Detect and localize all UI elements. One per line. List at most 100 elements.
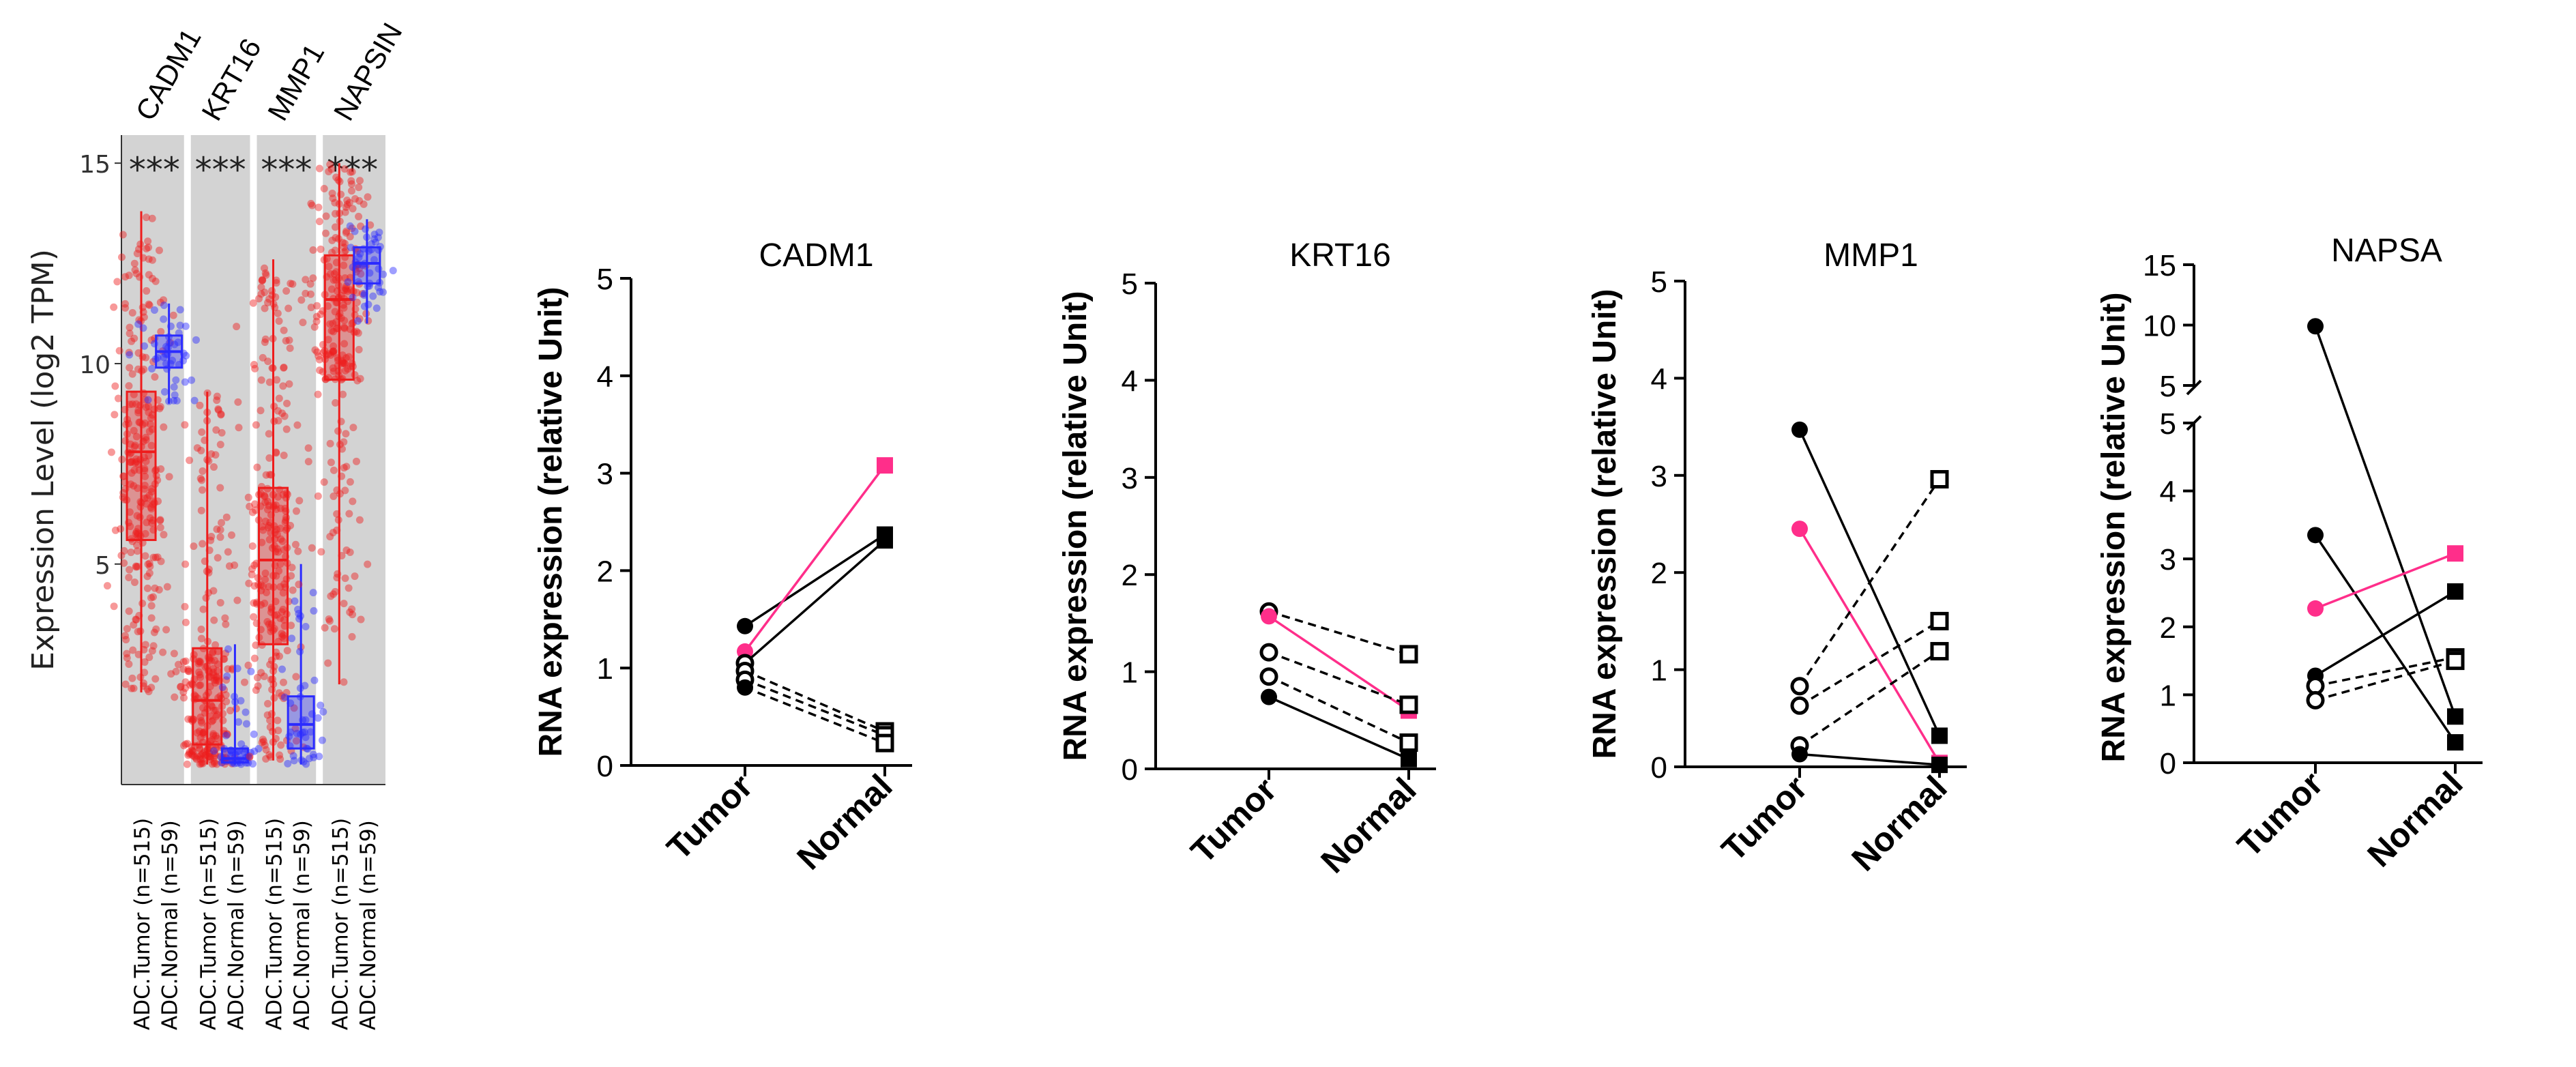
jitter-point (321, 624, 329, 632)
jitter-point (324, 302, 332, 310)
jitter-point (196, 401, 204, 409)
jitter-point (160, 353, 168, 362)
boxplot-panel-bg (257, 135, 317, 785)
jitter-point (339, 239, 347, 247)
jitter-point (160, 388, 169, 396)
box-body (220, 747, 249, 764)
jitter-point (331, 246, 339, 254)
jitter-point (133, 541, 141, 549)
jitter-point (248, 542, 257, 551)
jitter-point (196, 658, 204, 667)
jitter-point (141, 658, 149, 666)
jitter-point (184, 667, 192, 675)
jitter-point (126, 323, 134, 332)
jitter-point (247, 667, 255, 675)
group-label: ADC.Tumor (n=515) (328, 818, 353, 1030)
jitter-point (196, 752, 204, 760)
jitter-point (196, 671, 204, 679)
jitter-point (188, 376, 196, 384)
jitter-point (132, 455, 141, 463)
jitter-point (156, 405, 164, 413)
jitter-point (210, 676, 218, 684)
jitter-point (343, 201, 351, 209)
jitter-point (340, 287, 348, 295)
jitter-point (194, 658, 203, 666)
jitter-point (347, 177, 355, 185)
jitter-point (213, 760, 221, 768)
jitter-point (149, 642, 158, 650)
jitter-point (213, 667, 221, 675)
jitter-point (369, 292, 377, 300)
jitter-point (192, 755, 201, 763)
jitter-point (145, 688, 153, 696)
jitter-point (312, 312, 321, 321)
group-label: ADC.Normal (n=59) (158, 820, 183, 1030)
jitter-point (265, 522, 273, 530)
jitter-point (376, 288, 384, 296)
jitter-point (250, 599, 258, 607)
jitter-point (143, 494, 151, 502)
jitter-point (145, 301, 153, 309)
jitter-point (342, 284, 350, 293)
jitter-point (141, 419, 149, 427)
jitter-point (340, 600, 348, 608)
jitter-point (197, 717, 205, 725)
jitter-point (148, 519, 156, 527)
jitter-point (331, 199, 339, 207)
jitter-point (196, 474, 205, 482)
tumor-point (2307, 318, 2324, 335)
jitter-point (330, 342, 338, 350)
jitter-point (222, 697, 231, 705)
jitter-point (282, 425, 291, 433)
jitter-point (192, 754, 200, 762)
jitter-point (171, 391, 179, 399)
jitter-point (199, 540, 207, 548)
jitter-point (250, 361, 258, 369)
jitter-point (332, 233, 340, 242)
normal-point (1399, 695, 1418, 714)
jitter-point (147, 602, 156, 610)
jitter-point (121, 299, 129, 308)
jitter-point (130, 684, 138, 692)
jitter-point (347, 187, 355, 195)
jitter-point (295, 581, 303, 589)
jitter-point (341, 274, 349, 282)
axis-break-mark (2186, 379, 2202, 396)
jitter-point (251, 364, 259, 372)
jitter-point (351, 572, 359, 581)
jitter-point (216, 533, 224, 541)
jitter-point (213, 396, 221, 405)
jitter-point (329, 364, 337, 372)
jitter-point (140, 313, 148, 321)
jitter-point (326, 269, 334, 278)
jitter-point (121, 304, 130, 312)
jitter-point (160, 315, 168, 323)
jitter-point (167, 670, 175, 678)
jitter-point (261, 499, 269, 507)
jitter-point (179, 688, 188, 697)
jitter-point (340, 239, 349, 248)
jitter-point (357, 222, 365, 231)
jitter-point (353, 377, 362, 385)
jitter-point (156, 516, 164, 525)
jitter-point (364, 193, 372, 201)
jitter-point (347, 244, 355, 252)
jitter-point (130, 621, 138, 629)
tumor-point (737, 679, 753, 696)
jitter-point (330, 466, 338, 474)
jitter-point (197, 634, 205, 643)
jitter-point (313, 348, 321, 356)
jitter-point (332, 173, 340, 181)
jitter-point (346, 222, 354, 230)
jitter-point (326, 533, 334, 541)
jitter-point (240, 678, 248, 686)
jitter-point (134, 460, 143, 468)
jitter-point (284, 759, 292, 768)
jitter-point (313, 302, 321, 310)
jitter-point (125, 349, 133, 357)
jitter-point (330, 347, 338, 355)
jitter-point (266, 660, 274, 669)
jitter-point (110, 303, 118, 311)
jitter-point (148, 274, 156, 282)
jitter-point (248, 508, 257, 516)
